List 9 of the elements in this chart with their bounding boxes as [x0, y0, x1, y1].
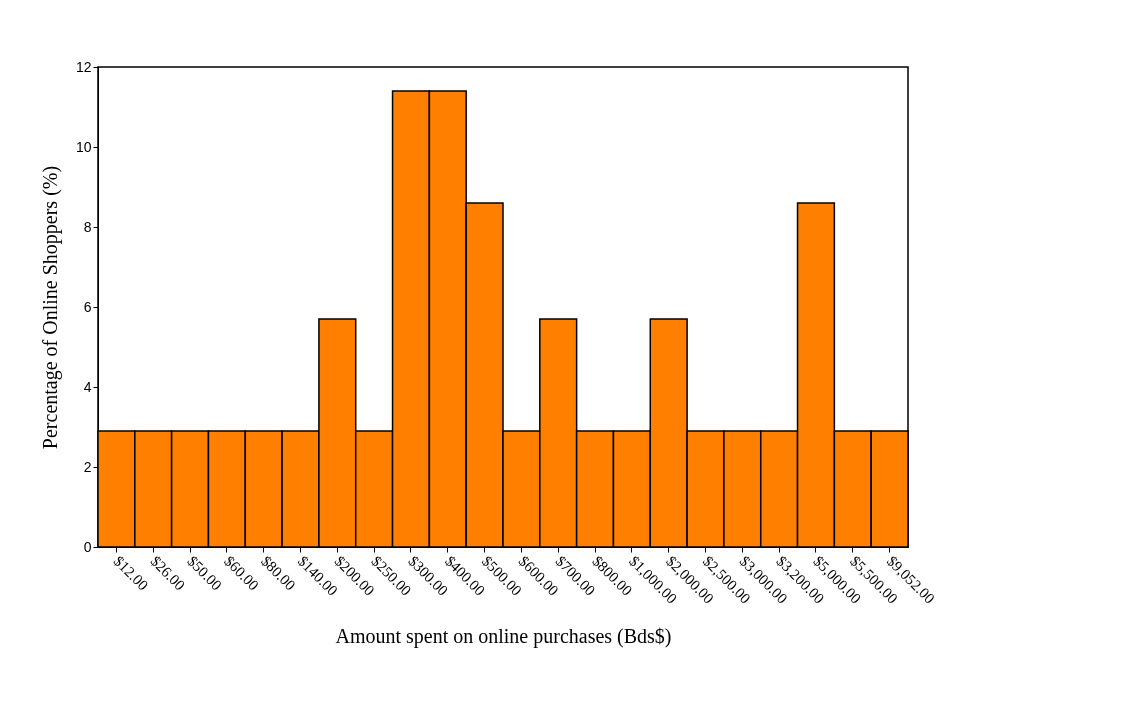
- y-tick-label: 8: [83, 218, 92, 235]
- y-tick-label: 10: [75, 138, 92, 155]
- y-axis-title: Percentage of Online Shoppers (%): [38, 165, 62, 450]
- x-axis-title: Amount spent on online purchases (Bds$): [335, 624, 672, 648]
- y-tick-label: 0: [83, 538, 92, 555]
- y-tick-label: 2: [83, 458, 92, 475]
- y-tick-label: 4: [83, 378, 92, 395]
- y-tick-label: 12: [75, 58, 92, 75]
- y-tick-label: 6: [83, 298, 92, 315]
